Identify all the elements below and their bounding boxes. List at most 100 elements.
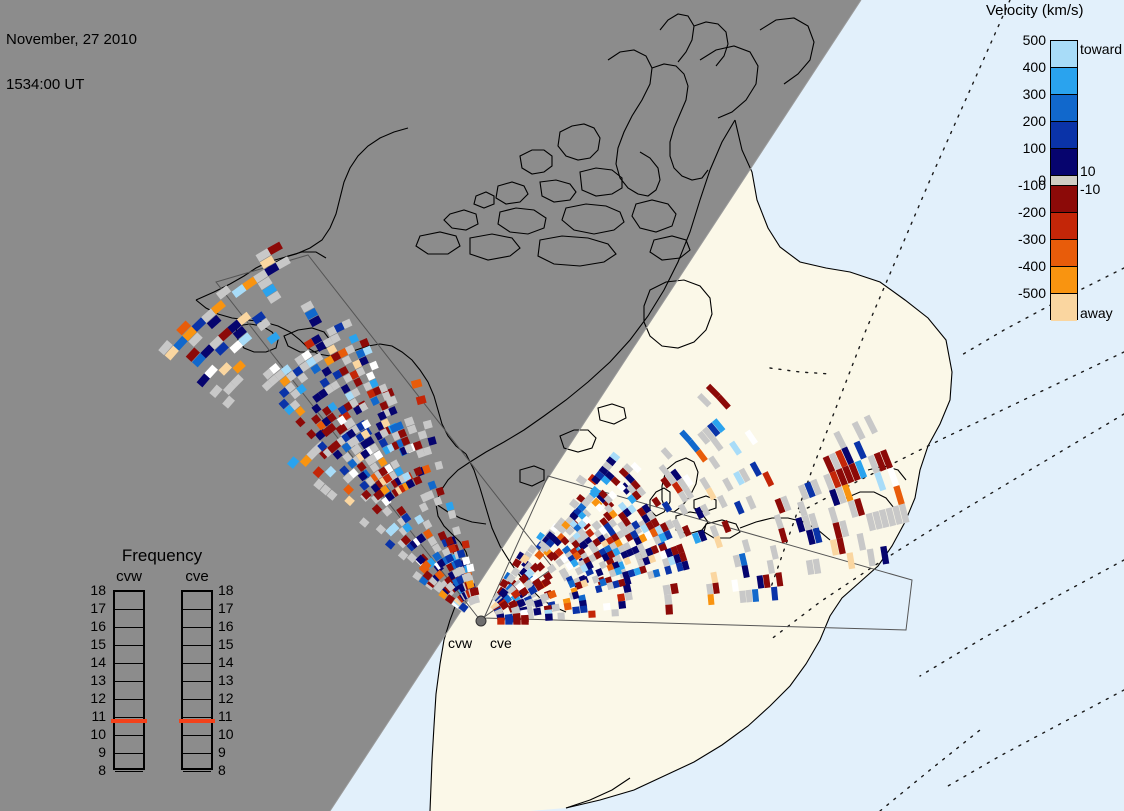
radar-range-cell <box>636 486 647 497</box>
radar-range-cell <box>415 448 426 459</box>
radar-range-cell <box>300 300 315 313</box>
radar-range-cell <box>626 483 637 495</box>
radar-range-cell <box>543 547 554 558</box>
radar-range-cell <box>621 526 630 536</box>
radar-range-cell <box>557 525 567 535</box>
radar-range-cell <box>299 361 310 373</box>
frequency-scale-label: 15 <box>90 636 106 652</box>
radar-range-cell <box>580 579 589 588</box>
radar-range-cell <box>795 516 806 533</box>
radar-range-cell <box>624 591 633 601</box>
radar-range-cell <box>280 364 293 376</box>
radar-range-cell <box>654 524 664 536</box>
radar-range-cell <box>829 470 842 489</box>
radar-range-cell <box>609 451 621 462</box>
radar-range-cell <box>829 488 841 507</box>
radar-range-cell <box>253 269 269 283</box>
radar-range-cell <box>673 553 682 564</box>
radar-range-cell <box>227 319 242 334</box>
radar-range-cell <box>292 365 304 377</box>
radar-range-cell <box>358 401 369 412</box>
radar-range-cell <box>378 383 389 394</box>
frequency-gauge-segment <box>115 610 143 628</box>
frequency-gauge-segment <box>183 592 211 610</box>
frequency-scale-label: 14 <box>218 654 234 670</box>
radar-range-cell <box>664 565 673 575</box>
radar-range-cell <box>401 512 412 524</box>
radar-range-cell <box>846 552 856 570</box>
radar-range-cell <box>575 474 588 486</box>
radar-range-cell <box>206 314 222 330</box>
radar-range-cell <box>524 561 535 572</box>
radar-range-cell <box>848 462 861 482</box>
radar-range-cell <box>614 566 623 576</box>
radar-range-cell <box>326 412 337 423</box>
radar-range-cell <box>188 332 203 347</box>
radar-range-cell <box>470 587 480 596</box>
radar-range-cell <box>369 443 380 454</box>
radar-range-cell <box>308 315 323 328</box>
radar-range-cell <box>622 517 632 527</box>
radar-range-cell <box>645 547 654 557</box>
radar-range-cell <box>589 489 599 499</box>
radar-range-cell <box>422 419 433 430</box>
radar-range-cell <box>262 368 274 380</box>
radar-range-cell <box>437 530 448 541</box>
radar-range-cell <box>658 532 668 543</box>
velocity-colorbar-band <box>1051 186 1077 213</box>
radar-range-cell <box>534 581 545 592</box>
radar-range-cell <box>598 525 608 536</box>
radar-range-cell <box>595 503 605 513</box>
radar-range-cell <box>278 387 290 399</box>
radar-range-cell <box>733 500 745 515</box>
radar-range-cell <box>645 520 655 531</box>
radar-range-cell <box>321 416 332 427</box>
frequency-scale-label: 11 <box>218 708 233 724</box>
radar-range-cell <box>627 494 637 505</box>
velocity-colorbar-band <box>1051 149 1077 176</box>
radar-range-cell <box>222 381 237 396</box>
radar-range-cell <box>326 344 338 355</box>
radar-range-cell <box>627 569 636 578</box>
radar-range-cell <box>347 458 358 469</box>
radar-range-cell <box>412 535 424 547</box>
frequency-legend: Frequency cvw cve 18 18 17 17 16 16 15 15 14 14 13… <box>82 546 242 784</box>
frequency-gauge-segment <box>115 682 143 700</box>
radar-range-cell <box>236 311 252 326</box>
radar-range-cell <box>427 480 437 491</box>
radar-range-cell <box>191 317 207 332</box>
radar-range-cell <box>434 460 444 471</box>
radar-range-cell <box>378 475 389 486</box>
radar-range-cell <box>639 549 648 559</box>
radar-range-cell <box>567 579 576 589</box>
timestamp-block: November, 27 2010 1534:00 UT <box>6 2 137 122</box>
radar-range-cell <box>322 447 333 458</box>
radar-range-cell <box>678 551 688 563</box>
radar-range-cell <box>705 383 721 399</box>
radar-range-cell <box>582 515 592 525</box>
velocity-tick-label: -400 <box>1017 258 1046 274</box>
radar-range-cell <box>360 448 371 460</box>
radar-range-cell <box>266 290 282 304</box>
radar-range-cell <box>196 373 211 388</box>
radar-range-cell <box>312 466 325 479</box>
radar-range-cell <box>201 308 217 323</box>
radar-range-cell <box>670 468 682 482</box>
radar-range-cell <box>376 487 387 498</box>
radar-range-cell <box>563 602 572 611</box>
radar-range-cell <box>641 513 651 524</box>
timestamp-date: November, 27 2010 <box>6 31 137 48</box>
radar-range-cell <box>710 571 719 584</box>
radar-range-cell <box>516 598 526 608</box>
radar-range-cell <box>510 566 521 578</box>
radar-range-cell <box>385 526 396 537</box>
radar-range-cell <box>706 583 714 595</box>
radar-range-cell <box>374 469 385 480</box>
radar-range-cell <box>398 525 409 537</box>
radar-range-cell <box>333 322 345 333</box>
radar-site-marker <box>475 615 487 627</box>
radar-range-cell <box>611 609 619 617</box>
radar-range-cell <box>577 502 587 512</box>
radar-range-cell <box>805 529 816 546</box>
frequency-marker <box>179 718 215 723</box>
